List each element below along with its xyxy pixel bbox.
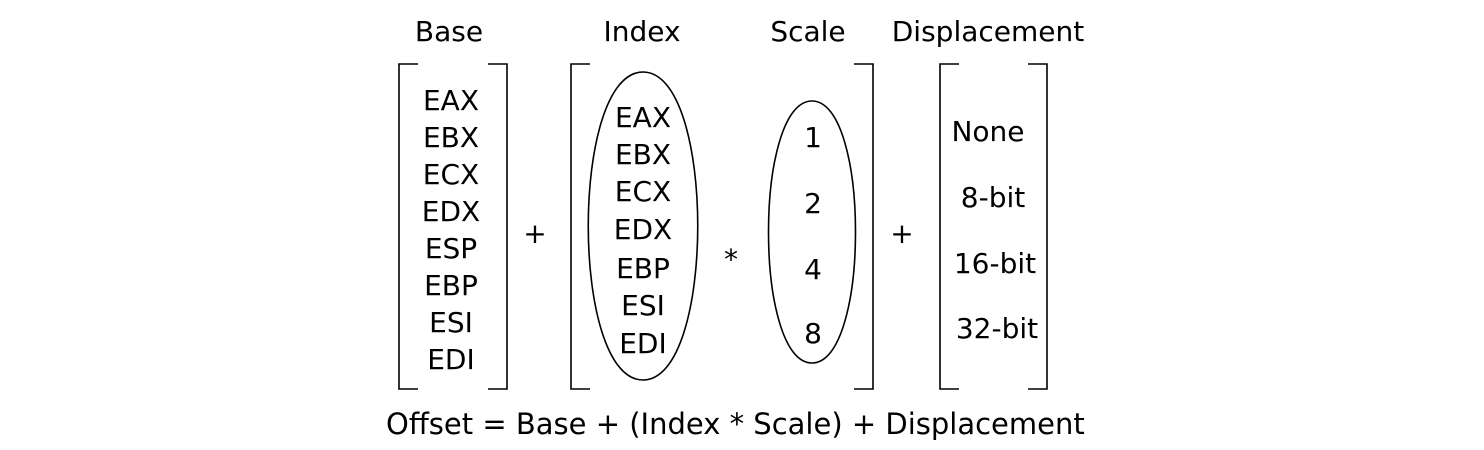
header-displacement: Displacement — [891, 15, 1085, 48]
header-scale: Scale — [770, 15, 846, 48]
header-index: Index — [603, 15, 681, 48]
index-register: EDX — [613, 213, 673, 246]
base-right-bracket — [488, 63, 508, 390]
scale-value: 2 — [804, 187, 822, 220]
displacement-value: None — [951, 115, 1025, 148]
base-register: EAX — [422, 84, 480, 117]
base-register: EDX — [421, 195, 481, 228]
index-register: ESI — [621, 289, 665, 322]
scale-value: 8 — [804, 317, 822, 350]
displacement-value: 16-bit — [953, 247, 1037, 280]
multiply-operator: * — [724, 243, 738, 276]
header-base: Base — [414, 15, 484, 48]
base-left-bracket — [398, 63, 418, 390]
scale-value: 1 — [804, 121, 822, 154]
index-register: EDI — [619, 327, 667, 360]
group-left-bracket — [570, 63, 590, 390]
base-register: ESI — [429, 306, 473, 339]
displacement-right-bracket — [1028, 63, 1048, 390]
index-register: EAX — [614, 101, 672, 134]
displacement-value: 32-bit — [955, 312, 1039, 345]
plus-operator: + — [523, 217, 547, 250]
displacement-value: 8-bit — [960, 181, 1026, 214]
base-register: EBP — [424, 269, 478, 302]
displacement-left-bracket — [939, 63, 959, 390]
base-register: ECX — [422, 158, 480, 191]
index-ellipse — [587, 71, 699, 381]
offset-formula: Offset = Base + (Index * Scale) + Displa… — [386, 407, 1085, 441]
base-register: ESP — [424, 232, 478, 265]
scale-ellipse — [767, 100, 857, 364]
group-right-bracket — [854, 63, 874, 390]
base-register: EDI — [427, 343, 475, 376]
plus-operator: + — [890, 217, 914, 250]
index-register: ECX — [614, 175, 672, 208]
base-register: EBX — [422, 121, 480, 154]
index-register: EBX — [614, 138, 672, 171]
scale-value: 4 — [804, 253, 822, 286]
index-register: EBP — [616, 252, 670, 285]
